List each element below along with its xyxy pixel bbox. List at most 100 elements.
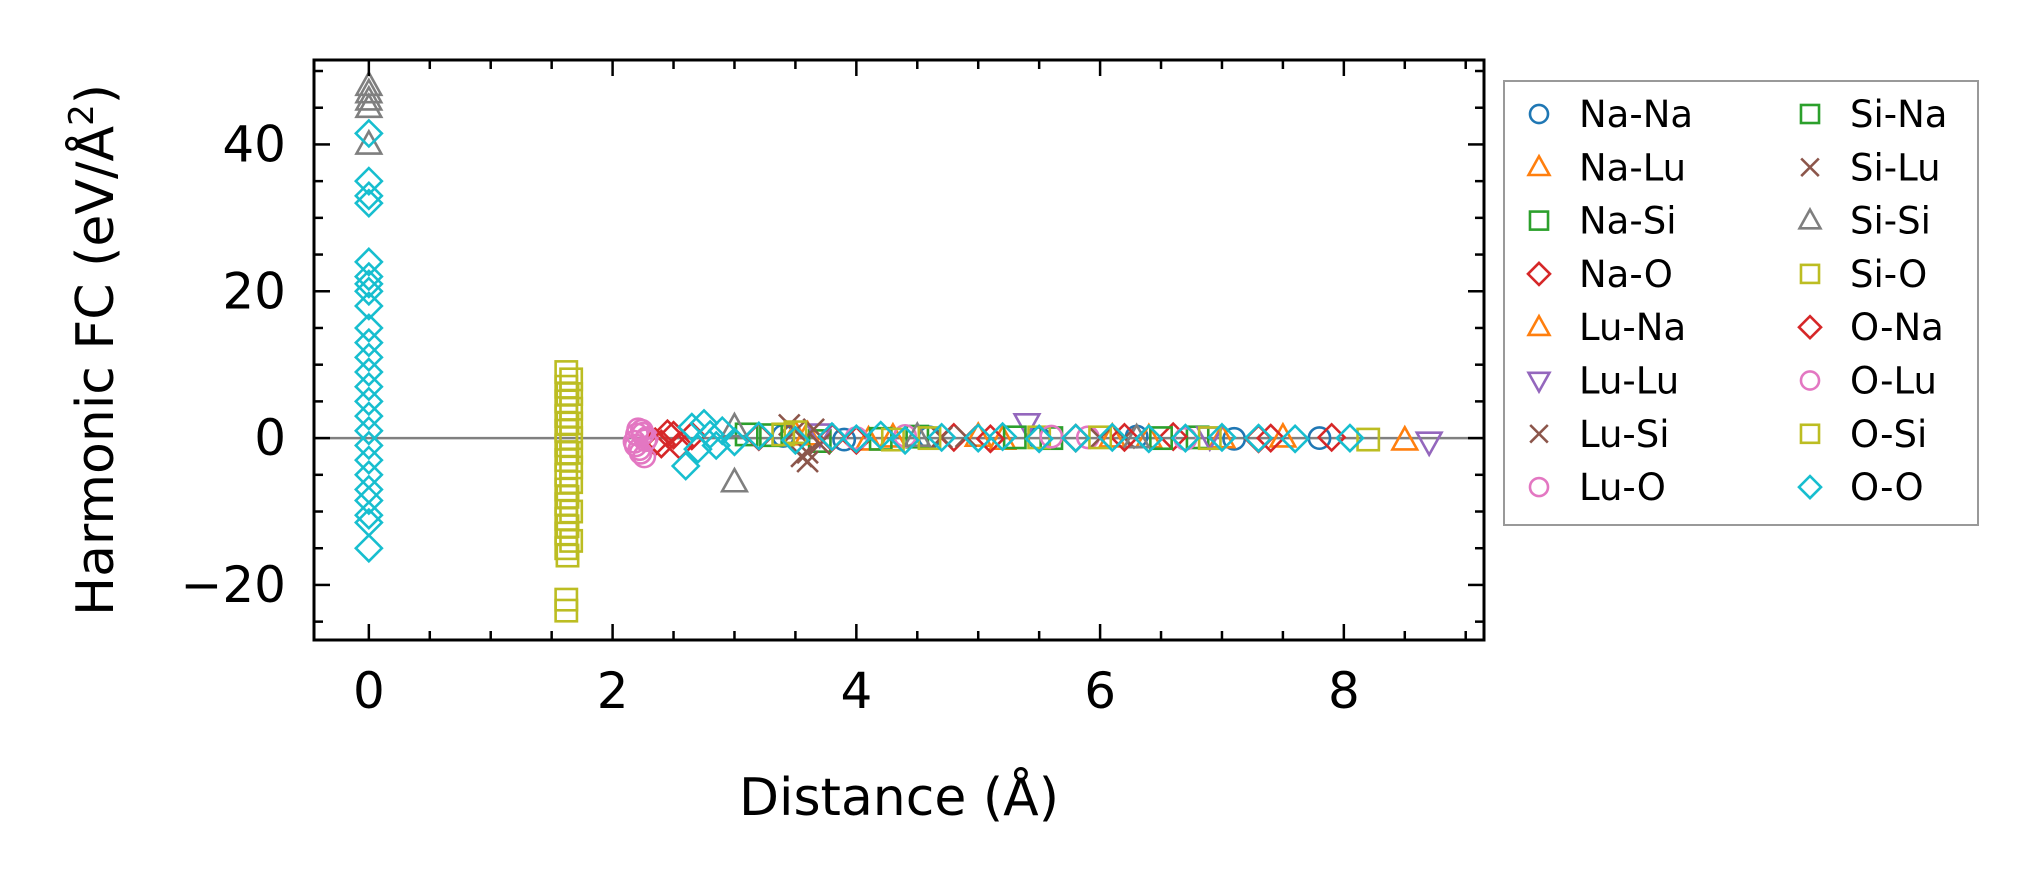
legend-label: Na-Na — [1579, 93, 1693, 136]
legend-label: Lu-Si — [1579, 413, 1670, 456]
data-point — [555, 411, 580, 436]
data-point — [555, 543, 580, 568]
data-point — [926, 422, 957, 453]
data-point — [354, 401, 384, 431]
axis-ticks-layer — [314, 60, 1484, 640]
legend: Na-Na Na-Lu Na-Si Na-O Lu-Na Lu-Lu Lu-Si Lu-O Si… — [1503, 80, 1979, 526]
data-point — [354, 533, 384, 564]
data-point — [853, 424, 884, 451]
data-point — [1390, 424, 1420, 451]
data-point — [354, 166, 384, 196]
legend-item: Lu-Lu — [1526, 360, 1679, 403]
data-point — [354, 500, 384, 531]
legend-marker — [1529, 424, 1549, 444]
legend-label: Si-Si — [1850, 200, 1931, 243]
data-point — [1414, 431, 1444, 458]
data-point — [354, 445, 384, 475]
data-point — [783, 420, 808, 445]
data-point — [354, 128, 384, 155]
data-point — [719, 426, 750, 457]
data-point — [963, 423, 994, 453]
data-point — [832, 427, 857, 452]
y-axis-label-superscript: 2 — [62, 104, 102, 126]
legend-marker — [1799, 103, 1821, 125]
data-point — [555, 440, 580, 465]
data-point — [880, 427, 905, 452]
data-point — [771, 422, 796, 447]
y-tick-label: 40 — [222, 115, 286, 173]
legend-item: Lu-Na — [1526, 306, 1686, 349]
data-point — [796, 441, 819, 465]
data-point — [554, 448, 579, 473]
data-point — [1335, 423, 1365, 453]
data-point — [1170, 423, 1201, 453]
data-point — [1097, 421, 1127, 448]
legend-item: Si-Na — [1799, 93, 1947, 136]
data-point — [780, 425, 811, 456]
data-point — [354, 357, 384, 387]
legend-label: Na-O — [1579, 253, 1673, 296]
data-point — [719, 466, 750, 493]
legend-marker — [1526, 153, 1552, 177]
legend-item: Lu-Si — [1529, 413, 1670, 456]
legend-label: Lu-Na — [1579, 306, 1686, 349]
data-point — [354, 276, 384, 307]
data-point — [354, 84, 384, 111]
legend-marker — [1797, 314, 1823, 341]
data-point — [555, 382, 580, 407]
data-point — [1012, 413, 1042, 440]
data-point — [554, 492, 579, 517]
data-point — [917, 426, 942, 451]
x-tick-label: 8 — [1328, 662, 1360, 720]
data-point — [354, 291, 384, 321]
legend-label: Lu-O — [1579, 466, 1666, 509]
legend-marker — [1797, 206, 1823, 230]
legend-item: Si-Lu — [1800, 146, 1941, 189]
data-point — [354, 70, 384, 97]
legend-marker — [1799, 263, 1821, 285]
data-point — [559, 499, 584, 524]
data-point — [354, 342, 384, 373]
data-point — [734, 422, 759, 447]
data-point — [1134, 423, 1164, 454]
data-point — [878, 421, 908, 448]
y-axis-label-suffix: ) — [66, 84, 126, 104]
x-tick-label: 2 — [597, 662, 629, 720]
legend-marker — [1528, 476, 1550, 498]
data-point — [1207, 422, 1237, 449]
x-tick-label: 6 — [1084, 662, 1116, 720]
data-point — [628, 440, 653, 465]
legend-label: Na-Si — [1579, 200, 1676, 243]
data-point — [987, 421, 1018, 452]
data-point — [559, 470, 584, 495]
series-o-o — [354, 118, 1365, 564]
data-point — [1039, 424, 1064, 449]
legend-marker — [1799, 423, 1821, 445]
data-point — [554, 506, 579, 531]
data-point — [554, 360, 579, 384]
legend-label: O-Si — [1850, 413, 1927, 456]
data-point — [555, 514, 580, 539]
data-point — [670, 451, 701, 481]
data-point — [1356, 427, 1381, 452]
data-point — [559, 396, 584, 421]
data-point — [559, 455, 584, 480]
legend-frame — [1503, 80, 1979, 526]
data-point — [1268, 421, 1298, 448]
data-point — [354, 92, 384, 119]
data-point — [554, 374, 579, 399]
data-point — [354, 77, 384, 104]
legend-marker — [1800, 157, 1820, 178]
data-point — [354, 386, 384, 417]
data-point — [554, 598, 579, 623]
data-point — [354, 188, 384, 219]
data-point — [354, 415, 384, 446]
data-point — [1109, 422, 1140, 453]
data-point — [1002, 425, 1027, 450]
data-point — [759, 423, 783, 448]
legend-label: O-Na — [1850, 306, 1944, 349]
data-point — [555, 484, 580, 509]
data-point — [841, 423, 872, 454]
legend-marker — [1799, 370, 1821, 391]
